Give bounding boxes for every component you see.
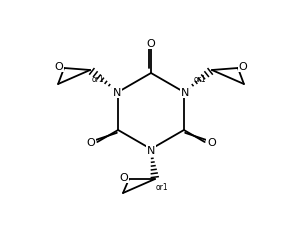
Text: or1: or1: [92, 75, 105, 84]
Text: O: O: [120, 172, 128, 182]
Text: or1: or1: [194, 75, 207, 84]
Text: O: O: [147, 39, 155, 49]
Text: O: O: [207, 137, 216, 147]
Text: N: N: [147, 145, 155, 155]
Text: N: N: [181, 88, 189, 98]
Text: or1: or1: [156, 182, 169, 191]
Text: O: O: [55, 62, 63, 72]
Text: N: N: [113, 88, 121, 98]
Text: O: O: [86, 137, 95, 147]
Text: O: O: [239, 62, 247, 72]
